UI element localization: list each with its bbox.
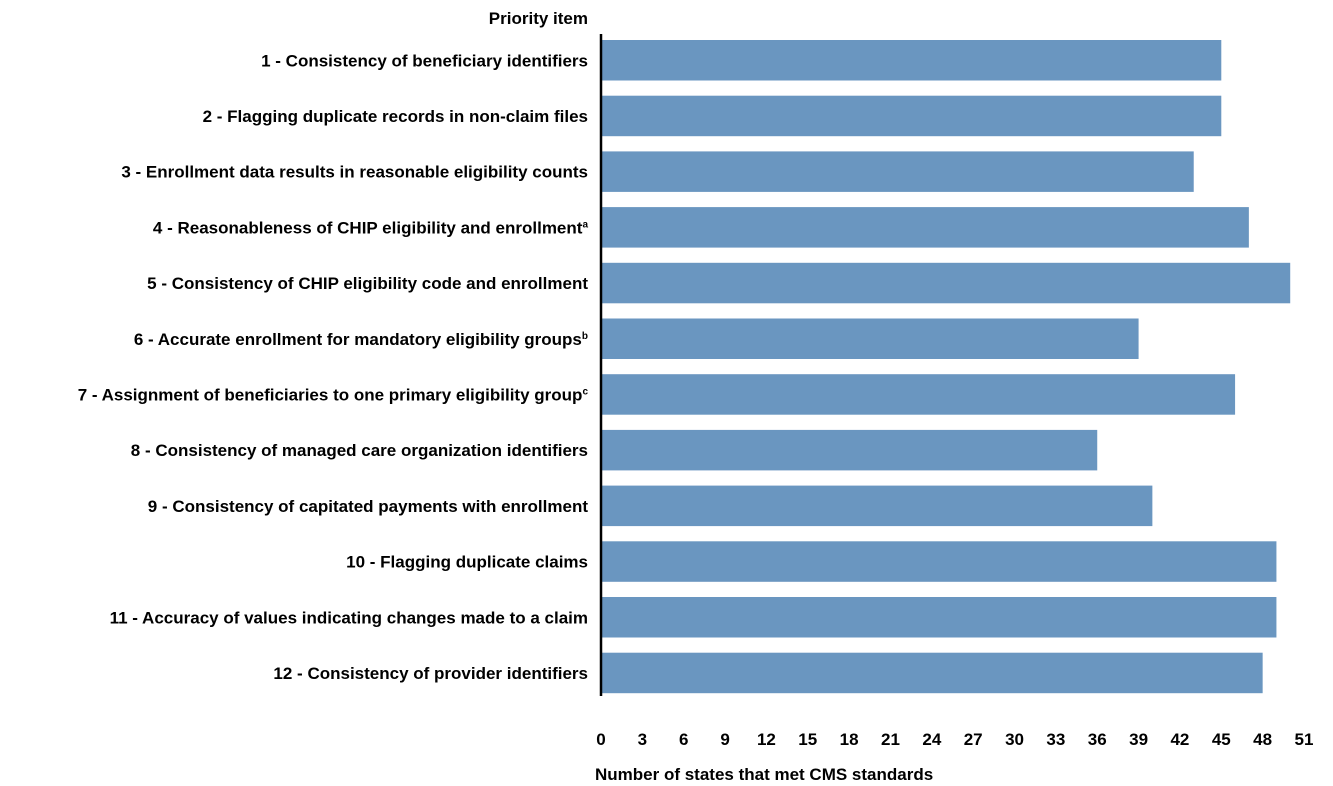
x-tick-label: 39 bbox=[1129, 730, 1148, 749]
footnote-marker: a bbox=[582, 219, 588, 230]
x-tick-label: 42 bbox=[1170, 730, 1189, 749]
bar-4 bbox=[601, 207, 1249, 248]
x-tick-label: 36 bbox=[1088, 730, 1107, 749]
x-tick-label: 9 bbox=[720, 730, 729, 749]
bars-group bbox=[601, 40, 1291, 694]
x-tick-label: 24 bbox=[922, 730, 941, 749]
x-tick-label: 45 bbox=[1212, 730, 1231, 749]
x-tick-label: 30 bbox=[1005, 730, 1024, 749]
bar-10 bbox=[601, 541, 1277, 582]
category-label-12: 12 - Consistency of provider identifiers bbox=[273, 664, 588, 683]
x-tick-label: 15 bbox=[798, 730, 817, 749]
category-label-7: 7 - Assignment of beneficiaries to one p… bbox=[78, 385, 589, 404]
x-tick-label: 51 bbox=[1295, 730, 1314, 749]
x-tick-label: 0 bbox=[596, 730, 605, 749]
category-label-5: 5 - Consistency of CHIP eligibility code… bbox=[147, 274, 588, 293]
bar-12 bbox=[601, 652, 1263, 694]
category-axis-title: Priority item bbox=[489, 9, 588, 28]
bar-2 bbox=[601, 95, 1222, 137]
x-tick-label: 33 bbox=[1046, 730, 1065, 749]
category-label-1: 1 - Consistency of beneficiary identifie… bbox=[261, 51, 588, 70]
category-label-9: 9 - Consistency of capitated payments wi… bbox=[148, 497, 589, 516]
bar-8 bbox=[601, 429, 1098, 471]
category-labels-group: 1 - Consistency of beneficiary identifie… bbox=[78, 51, 589, 683]
bar-11 bbox=[601, 597, 1277, 638]
x-tick-labels-group: 0 3 6 9 12 15 18 21 24 27 30 33 36 39 42 45 48 51 bbox=[596, 730, 1313, 749]
category-label-2: 2 - Flagging duplicate records in non-cl… bbox=[203, 107, 588, 126]
x-tick-label: 21 bbox=[881, 730, 900, 749]
x-tick-label: 3 bbox=[638, 730, 647, 749]
bar-9 bbox=[601, 485, 1153, 527]
bar-1 bbox=[601, 40, 1222, 81]
x-axis-title: Number of states that met CMS standards bbox=[595, 765, 933, 784]
x-tick-label: 18 bbox=[840, 730, 859, 749]
bar-7 bbox=[601, 374, 1236, 415]
bar-5 bbox=[601, 262, 1291, 304]
x-tick-label: 48 bbox=[1253, 730, 1272, 749]
x-tick-label: 6 bbox=[679, 730, 688, 749]
x-tick-label: 12 bbox=[757, 730, 776, 749]
bar-6 bbox=[601, 318, 1139, 359]
category-label-4: 4 - Reasonableness of CHIP eligibility a… bbox=[153, 218, 589, 237]
footnote-marker: c bbox=[582, 386, 588, 397]
category-label-3: 3 - Enrollment data results in reasonabl… bbox=[121, 163, 588, 182]
category-label-8: 8 - Consistency of managed care organiza… bbox=[131, 441, 588, 460]
bar-3 bbox=[601, 151, 1194, 192]
x-tick-label: 27 bbox=[964, 730, 983, 749]
category-label-10: 10 - Flagging duplicate claims bbox=[346, 553, 588, 572]
category-label-11: 11 - Accuracy of values indicating chang… bbox=[110, 608, 588, 627]
footnote-marker: b bbox=[582, 331, 588, 342]
category-label-6: 6 - Accurate enrollment for mandatory el… bbox=[134, 330, 588, 349]
